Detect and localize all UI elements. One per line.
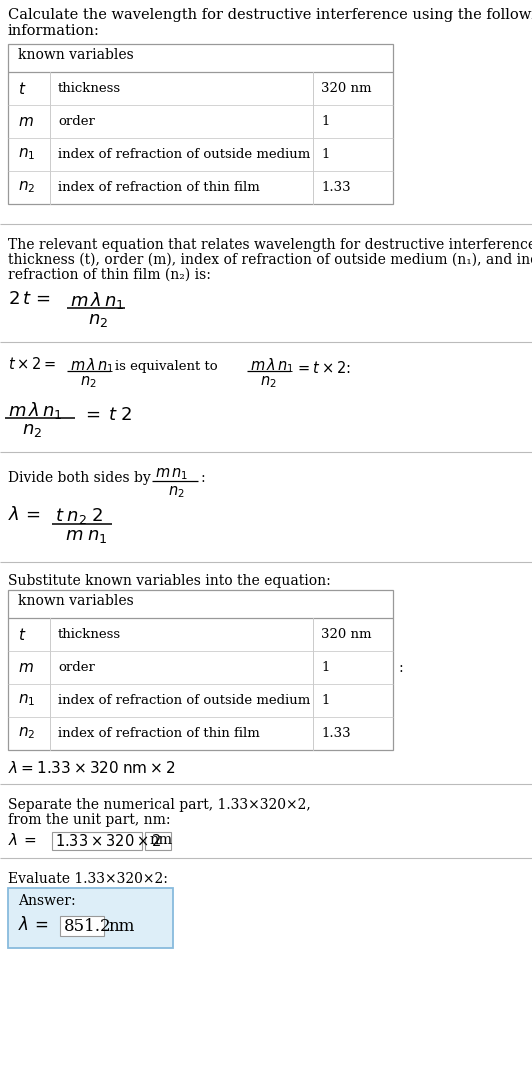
Bar	[8, 44, 393, 204]
Text: 320 nm: 320 nm	[321, 628, 371, 641]
Text: 1: 1	[321, 115, 329, 128]
Text: nm: nm	[150, 833, 173, 847]
Bar	[8, 888, 173, 948]
Text: $n_2$: $n_2$	[22, 421, 42, 439]
Text: $m\;n_1$: $m\;n_1$	[65, 527, 107, 545]
Text: Separate the numerical part, 1.33×320×2,: Separate the numerical part, 1.33×320×2,	[8, 798, 311, 812]
Text: $\lambda = 1.33\times320\;\mathrm{nm}\times2$: $\lambda = 1.33\times320\;\mathrm{nm}\ti…	[8, 760, 176, 776]
Text: order: order	[58, 115, 95, 128]
Text: from the unit part, nm:: from the unit part, nm:	[8, 813, 170, 827]
Text: index of refraction of thin film: index of refraction of thin film	[58, 181, 260, 194]
Text: $n_2$: $n_2$	[18, 726, 35, 741]
Text: $m\,n_1$: $m\,n_1$	[155, 466, 188, 482]
Text: $m\,\lambda\,n_1$: $m\,\lambda\,n_1$	[8, 400, 62, 421]
Text: $n_2$: $n_2$	[260, 374, 277, 390]
Text: Substitute known variables into the equation:: Substitute known variables into the equa…	[8, 574, 331, 588]
Text: $m\,\lambda\,n_1$: $m\,\lambda\,n_1$	[70, 290, 124, 311]
Text: The relevant equation that relates wavelength for destructive interference (λ),: The relevant equation that relates wavel…	[8, 238, 532, 253]
Text: $n_1$: $n_1$	[18, 147, 36, 162]
Bar	[52, 831, 142, 850]
Text: nm: nm	[108, 918, 135, 935]
Text: 1.33: 1.33	[321, 181, 351, 194]
Text: information:: information:	[8, 25, 100, 38]
Text: 851.2: 851.2	[64, 918, 112, 935]
Text: index of refraction of outside medium: index of refraction of outside medium	[58, 148, 310, 161]
Bar	[60, 916, 104, 936]
Text: Evaluate 1.33×320×2:: Evaluate 1.33×320×2:	[8, 872, 168, 886]
Text: $n_1$: $n_1$	[18, 693, 36, 708]
Text: $m\,\lambda\,n_1$: $m\,\lambda\,n_1$	[70, 356, 114, 375]
Text: $=\; t\; 2$: $=\; t\; 2$	[82, 406, 132, 424]
Text: known variables: known variables	[18, 48, 134, 62]
Text: $t\times2 =$: $t\times2 =$	[8, 356, 56, 372]
Text: $n_2$: $n_2$	[18, 180, 35, 195]
Text: Answer:: Answer:	[18, 894, 76, 908]
Text: $t$: $t$	[18, 627, 27, 643]
Text: is equivalent to: is equivalent to	[115, 360, 218, 373]
Text: $n_2$: $n_2$	[88, 311, 108, 329]
Text: $1.33\times320\times2$: $1.33\times320\times2$	[55, 833, 161, 849]
Text: index of refraction of thin film: index of refraction of thin film	[58, 727, 260, 740]
Text: $\lambda\, =$: $\lambda\, =$	[18, 916, 48, 934]
Text: $= t\times2$:: $= t\times2$:	[295, 360, 351, 376]
Bar	[8, 589, 393, 750]
Bar	[145, 831, 171, 850]
Text: thickness: thickness	[58, 628, 121, 641]
Text: :: :	[399, 661, 404, 675]
Text: 1: 1	[321, 148, 329, 161]
Text: Divide both sides by: Divide both sides by	[8, 471, 151, 485]
Text: $n_2$: $n_2$	[80, 374, 97, 390]
Text: Calculate the wavelength for destructive interference using the following: Calculate the wavelength for destructive…	[8, 9, 532, 22]
Text: thickness (t), order (m), index of refraction of outside medium (n₁), and index : thickness (t), order (m), index of refra…	[8, 253, 532, 266]
Text: 1: 1	[321, 694, 329, 707]
Text: order: order	[58, 661, 95, 674]
Text: $2\,t\, =$: $2\,t\, =$	[8, 290, 51, 308]
Text: index of refraction of outside medium: index of refraction of outside medium	[58, 694, 310, 707]
Text: $t$: $t$	[18, 81, 27, 97]
Text: thickness: thickness	[58, 82, 121, 95]
Text: $n_2$: $n_2$	[168, 484, 185, 500]
Text: $m\,\lambda\,n_1$: $m\,\lambda\,n_1$	[250, 356, 294, 375]
Text: 1: 1	[321, 661, 329, 674]
Text: $\lambda\, =$: $\lambda\, =$	[8, 831, 36, 847]
Text: $\lambda\, =$: $\lambda\, =$	[8, 506, 41, 524]
Text: 1.33: 1.33	[321, 727, 351, 740]
Text: refraction of thin film (n₂) is:: refraction of thin film (n₂) is:	[8, 268, 211, 282]
Text: known variables: known variables	[18, 594, 134, 608]
Text: :: :	[200, 471, 205, 485]
Text: 320 nm: 320 nm	[321, 82, 371, 95]
Text: $m$: $m$	[18, 660, 34, 675]
Text: $t\;n_2\;2$: $t\;n_2\;2$	[55, 506, 103, 526]
Text: $m$: $m$	[18, 114, 34, 129]
